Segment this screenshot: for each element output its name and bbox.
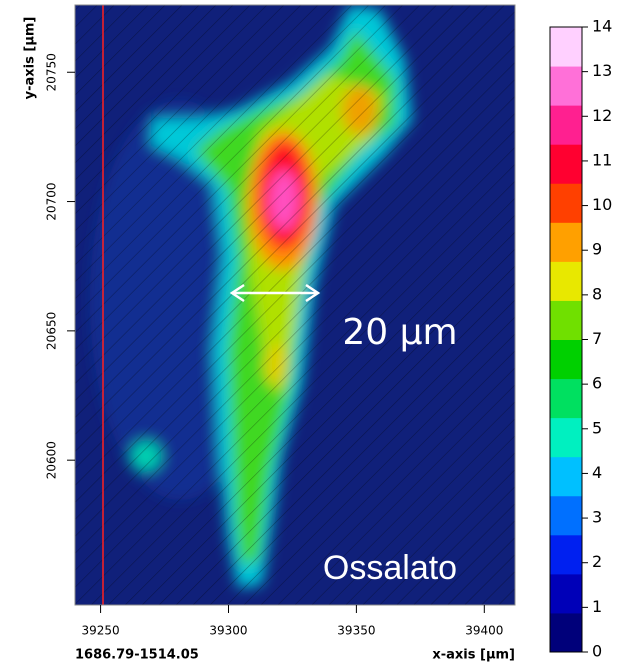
colorbar-tick-label: 0 [592,642,602,661]
colorbar-band [550,222,582,262]
colorbar-tick-label: 12 [592,106,612,125]
colorbar-band [550,300,582,340]
heatmap [75,5,515,605]
colorbar-tick-label: 5 [592,418,602,437]
colorbar-tick-label: 6 [592,374,602,393]
colorbar-band [550,456,582,497]
y-tick-label: 20750 [45,53,59,91]
colorbar-band [550,183,582,223]
colorbar-tick-label: 7 [592,329,602,348]
x-tick-label: 39250 [81,624,119,638]
annotation: Ossalato [323,549,457,587]
y-tick-label: 20700 [45,182,59,220]
scale-arrow [229,283,321,303]
footer: 1686.79-1514.05 [75,648,199,663]
colorbar-band [550,612,582,653]
y-axis-label: y-axis [µm] [23,17,38,100]
annotation: 20 µm [342,312,457,353]
colorbar-tick-label: 11 [592,150,612,169]
colorbar-band [550,573,582,614]
y-tick-label: 20600 [45,441,59,479]
colorbar-band [550,378,582,419]
x-tick-label: 39400 [465,624,503,638]
colorbar-tick-label: 10 [592,195,612,214]
x-axis-label: x-axis [µm] [432,648,515,663]
colorbar-tick-label: 13 [592,61,612,80]
colorbar-tick-label: 2 [592,552,602,571]
colorbar-band [550,66,582,106]
colorbar-band [550,495,582,536]
colorbar-band [550,534,582,575]
colorbar-band [550,417,582,458]
colorbar-band [550,144,582,184]
colorbar-tick-label: 9 [592,240,602,259]
colorbar-tick-label: 3 [592,508,602,527]
y-tick-label: 20650 [45,312,59,350]
x-tick-label: 39300 [209,624,247,638]
colorbar-tick-label: 14 [592,17,612,36]
colorbar-tick-label: 4 [592,463,602,482]
x-tick-label: 39350 [337,624,375,638]
colorbar-band [550,261,582,301]
colorbar-band [550,339,582,380]
colorbar-band [550,105,582,145]
colorbar-tick-label: 1 [592,597,602,616]
colorbar-band [550,27,582,67]
colorbar-tick-label: 8 [592,284,602,303]
